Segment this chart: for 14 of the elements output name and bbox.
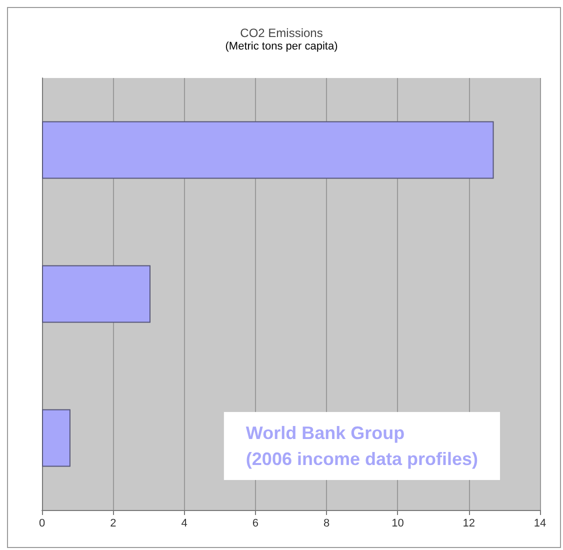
x-tick-label: 0 xyxy=(38,518,46,530)
chart-subtitle: (Metric tons per capita) xyxy=(225,40,338,52)
x-tick-label: 6 xyxy=(252,518,258,530)
x-tick-label: 10 xyxy=(392,518,404,530)
x-tick-label: 2 xyxy=(110,518,116,530)
x-tick-label: 8 xyxy=(324,518,330,530)
bar xyxy=(42,121,494,179)
annotation: World Bank Group (2006 income data profiles) xyxy=(246,423,478,469)
x-tick-label: 14 xyxy=(534,518,546,530)
bar xyxy=(42,265,150,323)
bar xyxy=(42,409,70,467)
x-tick-label: 4 xyxy=(181,518,188,530)
chart-title: CO2 Emissions xyxy=(240,26,323,40)
x-tick-label: 12 xyxy=(462,518,475,530)
